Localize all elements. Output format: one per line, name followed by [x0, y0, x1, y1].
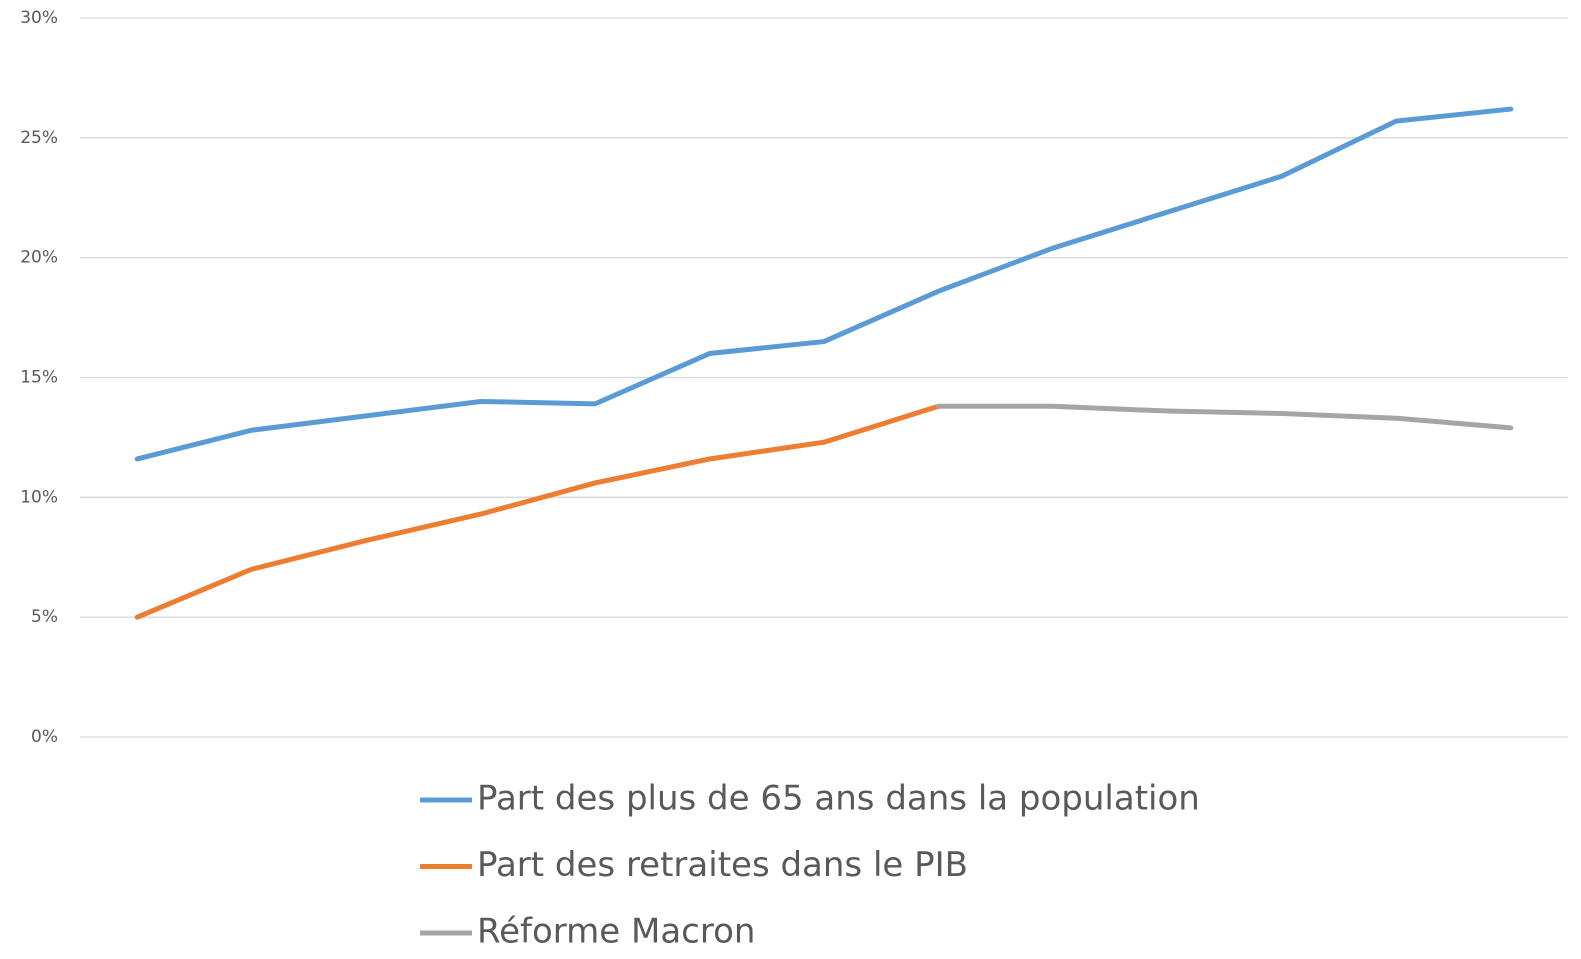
- y-tick-label: 15%: [20, 368, 58, 388]
- series-line: [935, 403, 1514, 431]
- y-tick-label: 25%: [20, 128, 58, 148]
- legend-label: Part des plus de 65 ans dans la populati…: [477, 779, 1200, 819]
- y-tick-label: 5%: [31, 607, 58, 627]
- series-line: [134, 403, 941, 620]
- legend-label: Réforme Macron: [477, 912, 755, 952]
- y-tick-label: 20%: [20, 248, 58, 268]
- y-tick-label: 30%: [20, 8, 58, 28]
- y-tick-label: 0%: [31, 727, 58, 747]
- legend-label: Part des retraites dans le PIB: [477, 845, 968, 885]
- series-line: [134, 106, 1514, 462]
- y-tick-label: 10%: [20, 487, 58, 507]
